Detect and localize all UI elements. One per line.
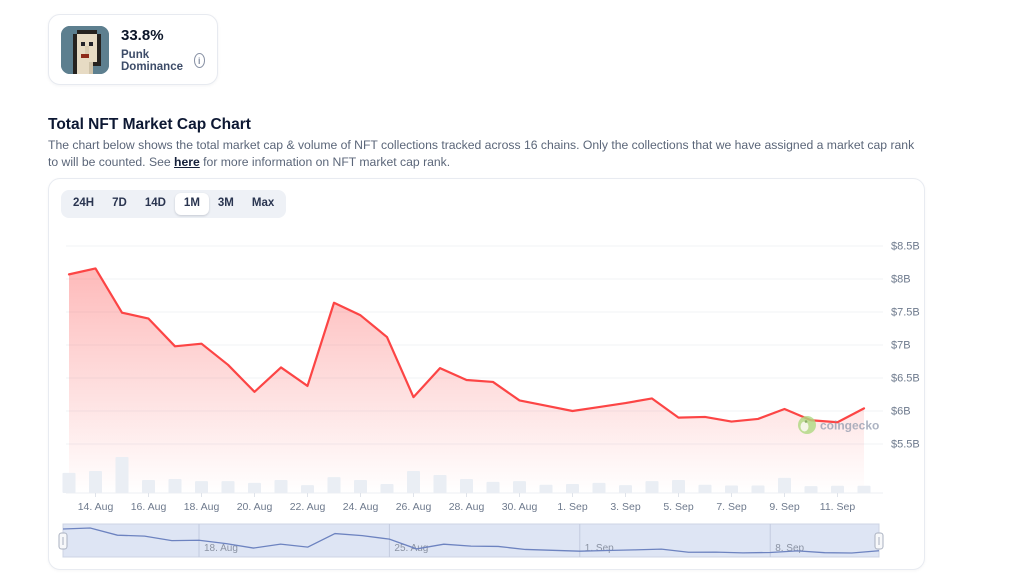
volume-bar — [89, 471, 102, 493]
x-axis-label: 5. Sep — [663, 501, 694, 513]
cryptopunk-pixel-art — [61, 25, 109, 74]
volume-bar — [751, 485, 765, 493]
volume-bar — [513, 481, 526, 493]
x-axis-label: 22. Aug — [290, 501, 326, 513]
volume-bar — [778, 477, 791, 493]
navigator-handle-right[interactable] — [874, 532, 884, 550]
x-axis-label: 16. Aug — [131, 501, 167, 513]
x-axis-label: 18. Aug — [184, 501, 220, 513]
y-axis-label: $6B — [891, 406, 911, 418]
punk-dominance-value: 33.8% — [121, 26, 164, 44]
x-axis-label: 30. Aug — [502, 501, 538, 513]
navigator-label: 1. Sep — [585, 543, 614, 554]
volume-bar — [62, 472, 76, 493]
volume-bar — [672, 480, 685, 493]
cryptopunk-avatar — [61, 25, 109, 74]
range-button-1m[interactable]: 1M — [174, 193, 209, 215]
volume-bar — [804, 486, 818, 493]
y-axis-label: $7.5B — [891, 307, 920, 319]
range-button-7d[interactable]: 7D — [103, 193, 136, 215]
volume-bar — [301, 485, 314, 493]
navigator-label: 25. Aug — [394, 543, 428, 554]
volume-bar — [486, 481, 500, 493]
volume-bar — [354, 480, 367, 493]
x-axis-label: 7. Sep — [716, 501, 747, 513]
navigator-label: 8. Sep — [775, 543, 804, 554]
x-axis-label: 9. Sep — [769, 501, 800, 513]
x-axis-label: 3. Sep — [610, 501, 641, 513]
volume-bar — [831, 485, 844, 493]
volume-bar — [168, 478, 182, 493]
info-icon[interactable] — [193, 53, 205, 68]
volume-bar — [698, 484, 712, 493]
section-description: The chart below shows the total market c… — [48, 137, 926, 170]
y-axis-label: $7B — [891, 340, 911, 352]
volume-bar — [619, 485, 632, 493]
volume-bar — [725, 485, 738, 493]
description-text-1: The chart below shows the total market c… — [48, 138, 915, 169]
x-axis-label: 26. Aug — [396, 501, 432, 513]
coingecko-watermark-text: coingecko — [820, 419, 879, 433]
range-button-14d[interactable]: 14D — [136, 193, 175, 215]
range-button-3m[interactable]: 3M — [209, 193, 243, 215]
volume-bar — [539, 484, 553, 493]
volume-bar — [195, 481, 208, 493]
y-axis-label: $8B — [891, 274, 911, 286]
volume-bar — [566, 484, 579, 493]
navigator-handle-left[interactable] — [58, 532, 68, 550]
volume-bar — [274, 480, 288, 493]
market-cap-line[interactable] — [67, 267, 866, 424]
nft-market-cap-chart[interactable]: $8.5B $8B $7.5B $7B $6.5B $6B $5.5B 14. Aug 16. … — [49, 179, 924, 569]
volume-bar — [221, 481, 235, 493]
range-selector: 24H 7D 14D 1M 3M Max — [61, 190, 287, 218]
range-button-max[interactable]: Max — [243, 193, 283, 215]
here-link[interactable]: here — [174, 154, 200, 169]
x-axis-label: 20. Aug — [237, 501, 273, 513]
navigator-label: 18. Aug — [204, 543, 238, 554]
volume-bar — [115, 457, 129, 493]
volume-bar — [857, 485, 871, 493]
volume-bar — [645, 481, 659, 493]
x-axis-label: 11. Sep — [820, 501, 856, 513]
x-axis-label: 1. Sep — [557, 501, 588, 513]
x-axis-label: 14. Aug — [78, 501, 114, 513]
x-axis-label: 24. Aug — [343, 501, 379, 513]
punk-meta: 33.8% Punk Dominance — [121, 27, 205, 73]
volume-bar — [142, 480, 155, 493]
punk-dominance-label: Punk Dominance — [121, 48, 183, 73]
coingecko-watermark: coingecko — [798, 416, 879, 434]
x-axis-label: 28. Aug — [449, 501, 485, 513]
description-text-2: for more information on NFT market cap r… — [199, 154, 451, 169]
y-axis-label: $8.5B — [891, 241, 920, 253]
volume-bar — [460, 478, 473, 493]
volume-bar — [592, 482, 606, 493]
y-axis-label: $6.5B — [891, 373, 920, 385]
page-title: Total NFT Market Cap Chart — [48, 116, 251, 133]
punk-dominance-card: 33.8% Punk Dominance — [48, 14, 218, 85]
y-axis-label: $5.5B — [891, 439, 920, 451]
range-button-24h[interactable]: 24H — [64, 193, 103, 215]
volume-bar — [433, 475, 447, 493]
navigator-series-line — [62, 527, 880, 554]
volume-bar — [248, 482, 261, 493]
chart-card: 24H 7D 14D 1M 3M Max $8.5B $8B $7.5B $7B $6.… — [48, 178, 925, 570]
volume-bar — [327, 477, 341, 493]
volume-bar — [380, 484, 394, 493]
volume-bar — [407, 471, 420, 493]
